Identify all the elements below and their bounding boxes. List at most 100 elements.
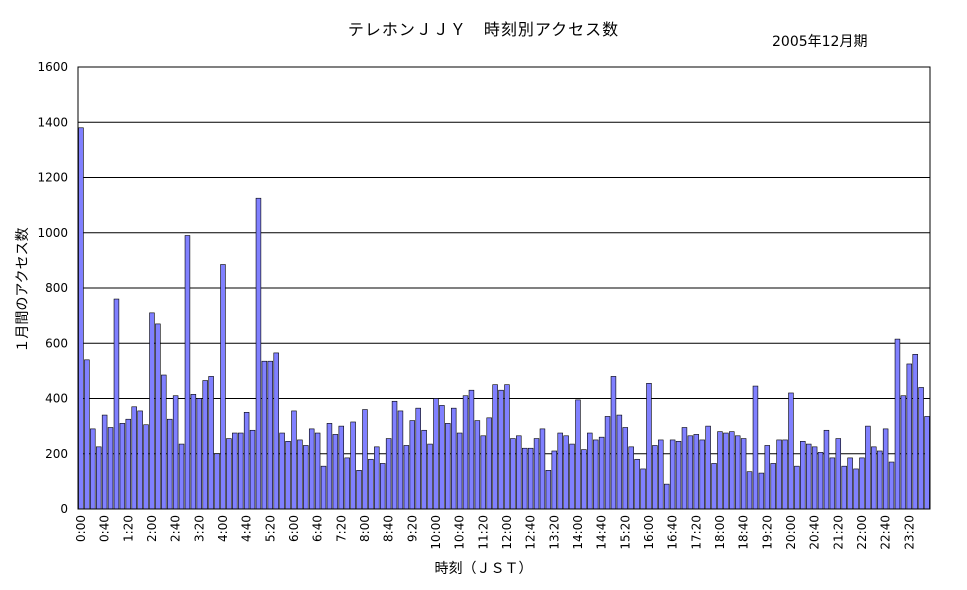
x-tick-label: 18:40: [737, 515, 751, 550]
bar: [663, 483, 670, 510]
bar: [439, 405, 445, 510]
x-tick-label: 8:40: [382, 515, 396, 542]
bar: [575, 399, 581, 510]
x-tick-label: 2:00: [145, 515, 159, 542]
bar: [563, 435, 569, 510]
bar: [900, 395, 907, 510]
bar: [764, 445, 771, 510]
bar: [587, 432, 593, 510]
bar: [693, 434, 700, 510]
bar: [658, 439, 664, 510]
bar: [776, 439, 782, 510]
bar: [409, 420, 416, 510]
x-tick-label: 0:40: [98, 515, 112, 542]
bar: [427, 443, 433, 510]
bar: [610, 376, 617, 510]
bar: [308, 428, 315, 510]
bar: [279, 432, 285, 510]
bar: [533, 438, 540, 510]
bar: [486, 417, 492, 510]
x-tick-label: 17:20: [689, 515, 703, 550]
bar: [853, 468, 859, 510]
bar: [468, 389, 475, 510]
bar: [835, 438, 842, 510]
x-tick-label: 12:00: [500, 515, 514, 550]
bar: [865, 425, 871, 510]
bar: [149, 312, 155, 510]
bars: [78, 127, 930, 510]
x-tick-label: 9:20: [405, 515, 419, 542]
x-tick-label: 19:20: [760, 515, 774, 550]
x-tick-label: 18:00: [713, 515, 727, 550]
bar: [374, 446, 380, 510]
bar: [403, 445, 410, 510]
y-tick-label: 800: [45, 281, 68, 295]
bar: [350, 421, 356, 510]
y-tick-label: 1400: [37, 115, 68, 129]
bar: [214, 453, 220, 510]
bar: [450, 407, 457, 510]
bar: [705, 425, 711, 510]
y-tick-label: 1000: [37, 226, 68, 240]
bar: [362, 409, 368, 510]
bar: [551, 450, 558, 510]
bar: [137, 410, 143, 510]
bar: [90, 428, 96, 510]
bar: [918, 387, 924, 510]
bar: [569, 443, 575, 510]
bar: [782, 439, 788, 510]
bar: [740, 438, 747, 510]
x-tick-label: 21:20: [831, 515, 845, 550]
bar: [379, 463, 386, 510]
bar: [356, 470, 362, 510]
bar: [480, 435, 487, 510]
bar: [598, 436, 605, 510]
bar: [711, 463, 717, 510]
x-tick-label: 6:00: [287, 515, 301, 542]
bar: [113, 298, 120, 510]
bar: [557, 432, 563, 510]
bar: [628, 446, 634, 510]
bar: [131, 406, 137, 510]
bar: [516, 435, 522, 510]
bar: [125, 418, 132, 510]
x-tick-label: 1:20: [121, 515, 135, 542]
gridlines: [78, 121, 930, 455]
bar: [255, 197, 262, 510]
bar: [841, 465, 847, 510]
bar: [344, 457, 350, 510]
x-tick-label: 20:40: [808, 515, 822, 550]
bar: [385, 438, 392, 510]
x-tick-label: 13:20: [547, 515, 561, 550]
bar: [462, 395, 469, 510]
bar: [202, 380, 208, 510]
bar: [581, 449, 587, 510]
bar: [592, 439, 599, 510]
bar: [237, 432, 244, 510]
bar: [456, 432, 463, 510]
bar: [622, 427, 629, 510]
x-tick-label: 16:40: [666, 515, 680, 550]
bar: [794, 465, 800, 510]
bar: [498, 389, 504, 510]
x-tick-label: 20:00: [784, 515, 798, 550]
bar: [78, 127, 84, 510]
bar: [232, 432, 238, 510]
y-tick-label: 1200: [37, 171, 68, 185]
bar: [717, 431, 723, 510]
bar: [527, 447, 534, 510]
bar: [504, 384, 510, 510]
bar: [521, 447, 528, 510]
bar: [859, 457, 865, 510]
bar: [320, 465, 327, 510]
bar: [752, 385, 759, 510]
bar: [261, 360, 268, 510]
bar: [291, 410, 297, 510]
bar: [107, 427, 114, 510]
bar: [243, 412, 250, 510]
x-tick-label: 22:00: [855, 515, 869, 550]
bar: [397, 410, 404, 510]
bar: [510, 438, 516, 510]
x-tick-labels: 0:00 0:40 1:20 2:00 2:40 3:20 4:00 4:40 5:20 6:00…: [74, 515, 916, 550]
